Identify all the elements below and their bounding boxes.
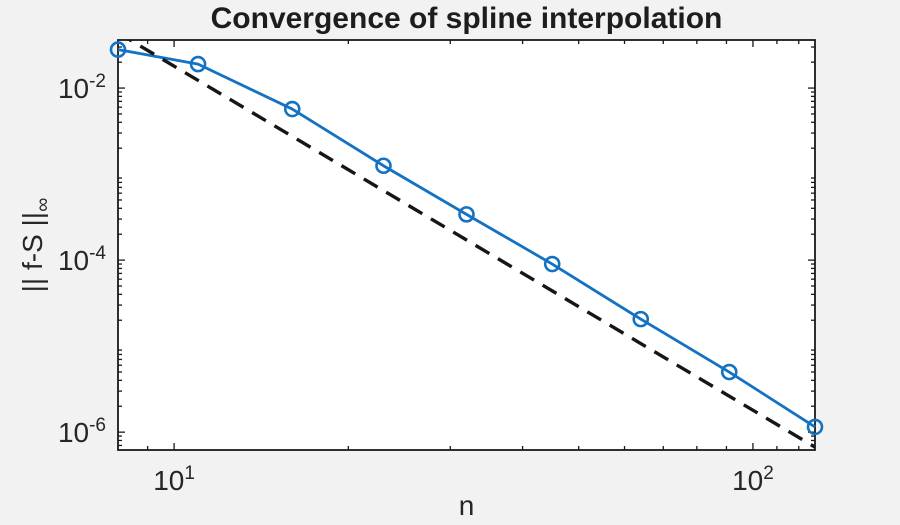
chart-title: Convergence of spline interpolation	[210, 2, 723, 35]
y-axis-label: || f-S ||∞	[17, 198, 55, 293]
plot-background	[118, 40, 815, 450]
data-point-marker	[806, 418, 824, 436]
y-tick-label: 10-2	[58, 71, 106, 104]
data-point-marker	[543, 255, 561, 273]
axis-border	[117, 39, 816, 451]
y-axis-label-text: || f-S ||	[17, 211, 49, 293]
data-point-marker	[283, 100, 301, 118]
y-tick-label: 10-6	[58, 415, 106, 448]
data-point-marker	[720, 363, 738, 381]
data-line	[117, 48, 816, 429]
data-point-marker	[632, 310, 650, 328]
reference-line	[126, 40, 815, 449]
data-point-marker	[189, 55, 207, 73]
data-point-marker	[375, 157, 392, 175]
x-axis-label: n	[458, 490, 475, 521]
x-tick-label: 101	[153, 463, 195, 496]
x-tick-label: 102	[732, 463, 774, 496]
y-tick-label: 10-4	[58, 243, 106, 276]
data-point-marker	[109, 41, 127, 58]
data-point-marker	[458, 206, 475, 223]
y-axis-label-infinity-subscript: ∞	[31, 197, 54, 212]
